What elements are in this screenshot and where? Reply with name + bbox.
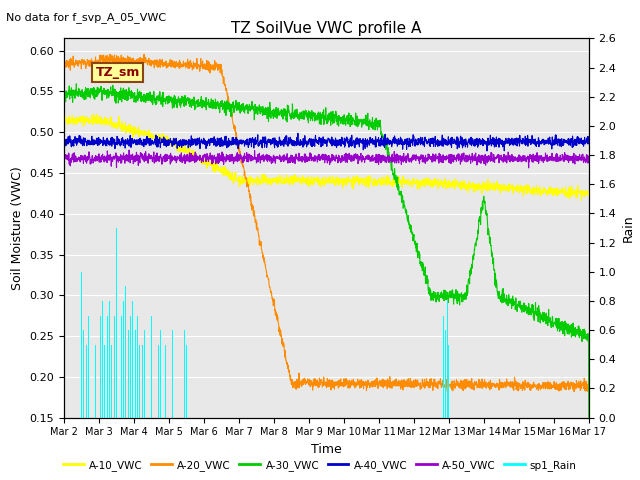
- Bar: [116, 228, 117, 418]
- Bar: [95, 345, 96, 418]
- Bar: [443, 315, 444, 418]
- Bar: [158, 345, 159, 418]
- Text: TZ_sm: TZ_sm: [95, 66, 140, 79]
- Bar: [142, 345, 143, 418]
- Bar: [81, 272, 82, 418]
- Bar: [123, 301, 124, 418]
- Bar: [154, 330, 156, 418]
- Bar: [445, 330, 446, 418]
- Bar: [184, 330, 185, 418]
- Bar: [186, 345, 187, 418]
- Y-axis label: Rain: Rain: [622, 214, 635, 242]
- Legend: A-10_VWC, A-20_VWC, A-30_VWC, A-40_VWC, A-50_VWC, sp1_Rain: A-10_VWC, A-20_VWC, A-30_VWC, A-40_VWC, …: [59, 456, 581, 475]
- Bar: [88, 315, 89, 418]
- Bar: [104, 345, 105, 418]
- Bar: [130, 315, 131, 418]
- Bar: [83, 330, 84, 418]
- Bar: [86, 345, 87, 418]
- Bar: [144, 330, 145, 418]
- Bar: [109, 301, 110, 418]
- Bar: [165, 345, 166, 418]
- Y-axis label: Soil Moisture (VWC): Soil Moisture (VWC): [11, 166, 24, 290]
- Title: TZ SoilVue VWC profile A: TZ SoilVue VWC profile A: [231, 21, 422, 36]
- Bar: [102, 301, 103, 418]
- Bar: [182, 345, 184, 418]
- Text: No data for f_svp_A_05_VWC: No data for f_svp_A_05_VWC: [6, 12, 166, 23]
- Bar: [161, 315, 163, 418]
- X-axis label: Time: Time: [311, 443, 342, 456]
- Bar: [137, 315, 138, 418]
- Bar: [172, 330, 173, 418]
- Bar: [168, 301, 170, 418]
- Bar: [151, 315, 152, 418]
- Bar: [135, 330, 136, 418]
- Bar: [160, 330, 161, 418]
- Bar: [139, 345, 140, 418]
- Bar: [189, 359, 190, 418]
- Bar: [128, 330, 129, 418]
- Bar: [100, 315, 101, 418]
